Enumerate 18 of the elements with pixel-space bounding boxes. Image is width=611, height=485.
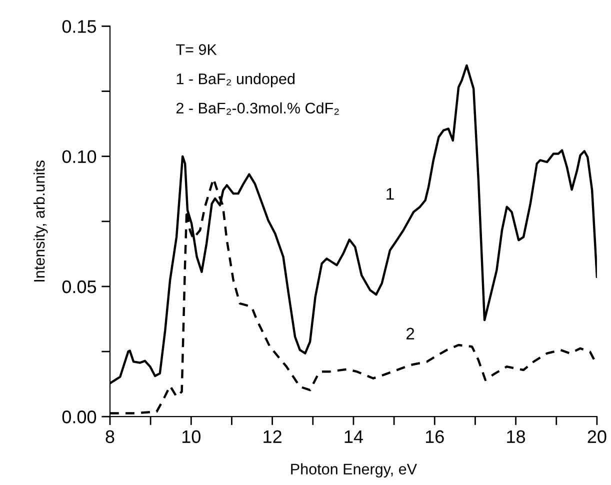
y-tick-label: 0.15 xyxy=(62,20,96,33)
y-tick-label: 0.00 xyxy=(62,410,96,424)
x-tick-label: 14 xyxy=(344,430,363,443)
x-tick-label: 20 xyxy=(588,430,606,444)
annotation: 1 - BaF₂ undoped xyxy=(176,73,294,88)
y-tick-label: 0.10 xyxy=(62,150,96,164)
x-tick-label: 16 xyxy=(426,430,444,444)
x-axis-title: Photon Energy, eV xyxy=(291,463,417,478)
series-label: 2 xyxy=(406,328,414,340)
y-tick-label: 0.05 xyxy=(62,280,96,294)
x-tick-label: 10 xyxy=(182,430,200,444)
annotation: T= 9K xyxy=(176,44,217,55)
x-tick-label: 8 xyxy=(106,430,114,444)
x-tick-label: 18 xyxy=(507,430,526,444)
annotation: 2 - BaF₂-0.3mol.% CdF₂ xyxy=(176,102,339,115)
x-tick-label: 12 xyxy=(264,430,282,443)
y-axis-title: Intensity, arb.units xyxy=(34,160,48,282)
series-label: 1 xyxy=(386,188,394,200)
